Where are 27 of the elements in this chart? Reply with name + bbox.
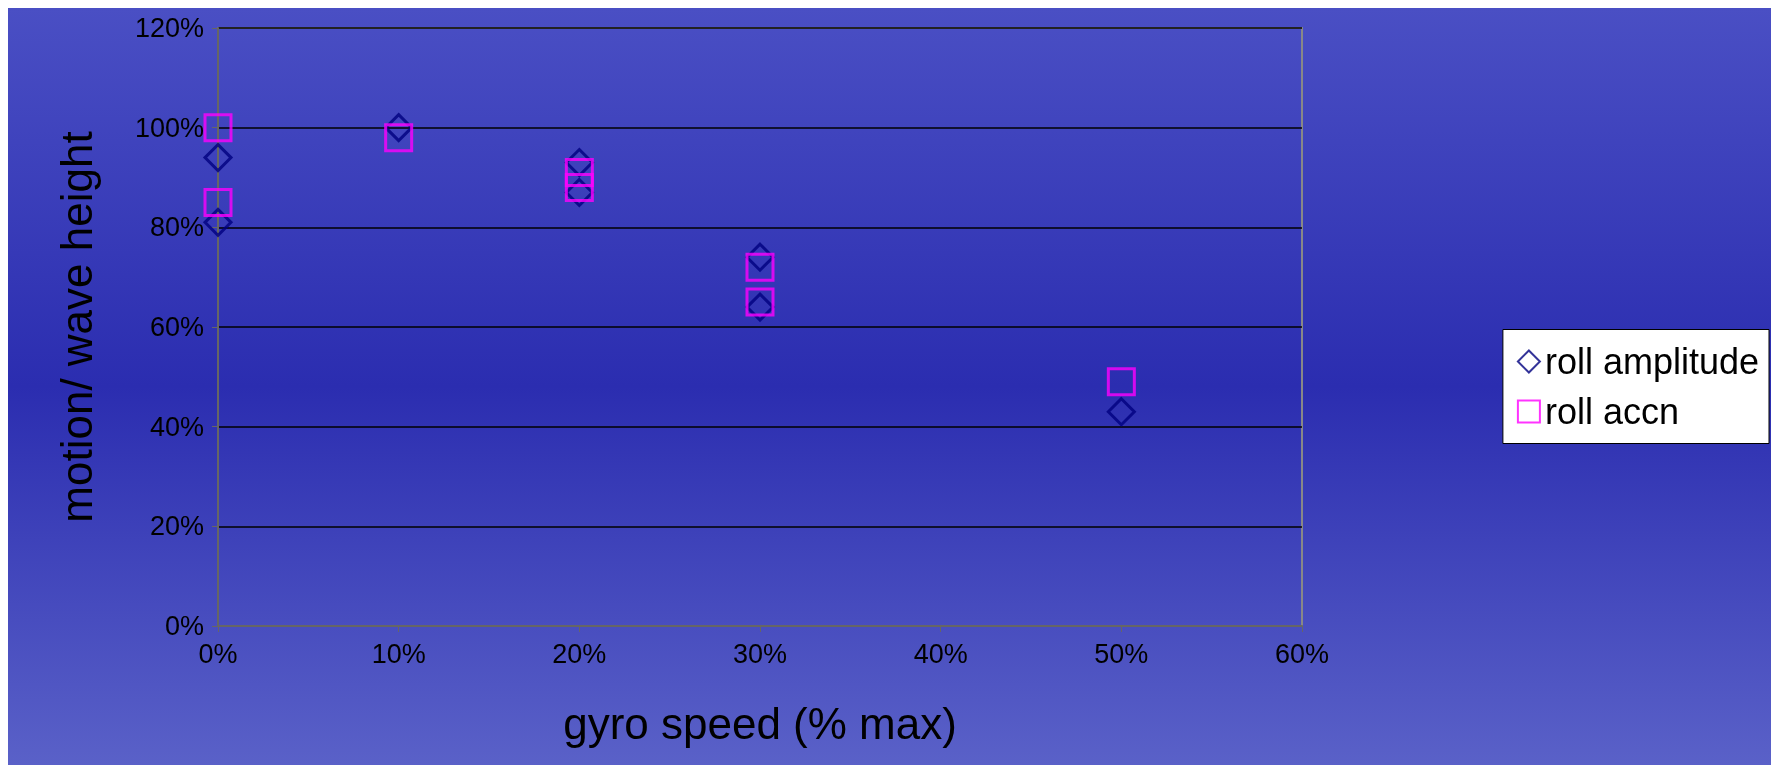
y-tick-label: 100% xyxy=(134,112,204,143)
x-tick-label: 30% xyxy=(732,638,788,669)
x-tick-label: 10% xyxy=(371,638,426,669)
point xyxy=(203,113,233,143)
y-tick-label: 40% xyxy=(149,411,204,442)
point xyxy=(1106,397,1136,427)
x-tick-label: 20% xyxy=(552,638,607,669)
y-tick-label: 120% xyxy=(134,13,204,43)
y-tick-label: 60% xyxy=(149,312,204,342)
y-tick-label: 80% xyxy=(149,212,204,243)
point xyxy=(203,187,233,217)
x-tick-label: 50% xyxy=(1094,638,1149,669)
point xyxy=(203,207,233,237)
x-tick-label: 60% xyxy=(1274,638,1330,669)
x-tick-label: 40% xyxy=(913,638,968,669)
y-tick-label: 0% xyxy=(164,611,204,641)
y-tick-label: 20% xyxy=(149,511,204,542)
y-axis-title: motion/ wave height xyxy=(51,131,101,523)
point xyxy=(384,123,414,153)
point xyxy=(745,252,775,282)
point xyxy=(203,143,233,173)
legend-label: roll accn xyxy=(1544,391,1679,432)
x-tick-label: 0% xyxy=(198,638,238,669)
point xyxy=(1106,367,1136,397)
legend-label: roll amplitude xyxy=(1544,341,1760,382)
point xyxy=(564,158,594,188)
x-axis-title: gyro speed (% max) xyxy=(563,698,957,748)
